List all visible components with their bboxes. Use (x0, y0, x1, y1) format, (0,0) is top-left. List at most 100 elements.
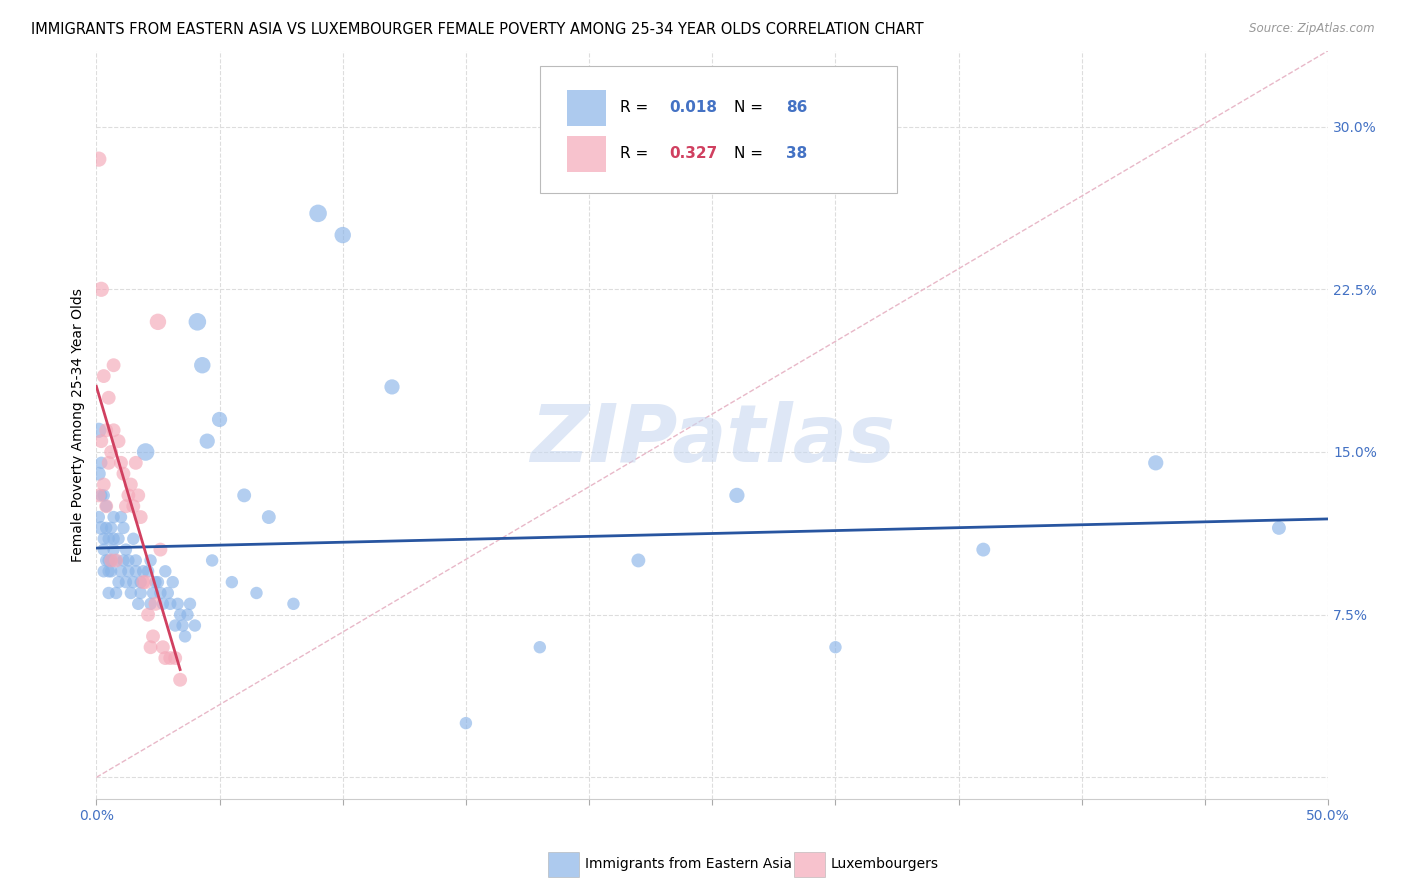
Point (127, 597, 149, 611)
Point (122, 575, 145, 590)
Point (125, 456, 148, 470)
Point (93, 564, 115, 578)
Point (283, 597, 305, 611)
Point (245, 586, 267, 600)
Point (146, 315, 169, 329)
Point (100, 553, 122, 567)
Point (93, 532, 115, 546)
Point (136, 564, 159, 578)
Point (155, 651, 177, 665)
Point (107, 434, 129, 449)
Point (120, 477, 142, 491)
Point (115, 542, 138, 557)
Text: Immigrants from Eastern Asia: Immigrants from Eastern Asia (585, 857, 792, 871)
Point (159, 597, 181, 611)
Point (107, 575, 129, 590)
Text: N =: N = (734, 100, 768, 115)
Point (105, 553, 128, 567)
Point (169, 673, 191, 687)
Point (132, 564, 155, 578)
Text: 0.018: 0.018 (669, 100, 717, 115)
FancyBboxPatch shape (540, 66, 897, 193)
Point (135, 575, 157, 590)
Point (165, 651, 187, 665)
Point (208, 412, 231, 426)
Point (122, 500, 145, 514)
Point (166, 597, 188, 611)
Point (165, 618, 187, 632)
Point (136, 607, 159, 622)
Point (117, 564, 139, 578)
Point (155, 564, 177, 578)
FancyBboxPatch shape (567, 136, 606, 172)
Point (100, 564, 122, 578)
Point (96, 553, 118, 567)
Point (117, 553, 139, 567)
Point (97, 586, 120, 600)
Point (115, 500, 138, 514)
Point (145, 597, 167, 611)
Point (257, 510, 280, 524)
Text: ZIPatlas: ZIPatlas (530, 401, 894, 479)
Point (125, 564, 148, 578)
Point (129, 575, 152, 590)
Point (93, 369, 115, 384)
Point (117, 488, 139, 502)
Point (100, 553, 122, 567)
Point (90, 521, 112, 535)
Point (87, 467, 110, 481)
Point (145, 575, 167, 590)
Point (191, 358, 214, 372)
Point (127, 488, 149, 502)
Point (96, 500, 118, 514)
Point (112, 467, 135, 481)
Point (139, 553, 162, 567)
Point (90, 456, 112, 470)
Point (107, 532, 129, 546)
Point (142, 629, 165, 643)
Point (103, 510, 125, 524)
Point (332, 228, 354, 243)
Point (233, 488, 256, 502)
Point (129, 510, 152, 524)
Point (103, 542, 125, 557)
Point (1144, 456, 1167, 470)
Text: IMMIGRANTS FROM EASTERN ASIA VS LUXEMBOURGER FEMALE POVERTY AMONG 25-34 YEAR OLD: IMMIGRANTS FROM EASTERN ASIA VS LUXEMBOU… (31, 22, 924, 37)
Point (96, 500, 118, 514)
Point (142, 586, 165, 600)
Point (97, 391, 120, 405)
Point (90, 488, 112, 502)
Point (972, 542, 994, 557)
Point (135, 445, 157, 459)
Point (110, 456, 132, 470)
Point (96, 521, 118, 535)
FancyBboxPatch shape (567, 89, 606, 126)
Point (156, 586, 179, 600)
Y-axis label: Female Poverty Among 25-34 Year Olds: Female Poverty Among 25-34 Year Olds (72, 288, 86, 562)
Point (201, 553, 224, 567)
Point (627, 553, 650, 567)
Point (529, 640, 551, 655)
Point (103, 532, 125, 546)
Point (103, 423, 125, 437)
Point (152, 597, 174, 611)
Point (125, 553, 148, 567)
Point (90, 282, 112, 296)
Point (112, 553, 135, 567)
Point (97, 553, 120, 567)
Point (149, 586, 172, 600)
Text: 38: 38 (786, 146, 807, 161)
Point (100, 521, 122, 535)
Point (162, 575, 184, 590)
Text: 86: 86 (786, 100, 807, 115)
Point (87, 488, 110, 502)
Point (176, 607, 198, 622)
Point (93, 488, 115, 502)
Text: Luxembourgers: Luxembourgers (831, 857, 939, 871)
Point (169, 607, 191, 622)
Point (824, 640, 846, 655)
Point (149, 542, 172, 557)
Point (174, 629, 197, 643)
Point (195, 434, 218, 449)
Point (221, 575, 243, 590)
